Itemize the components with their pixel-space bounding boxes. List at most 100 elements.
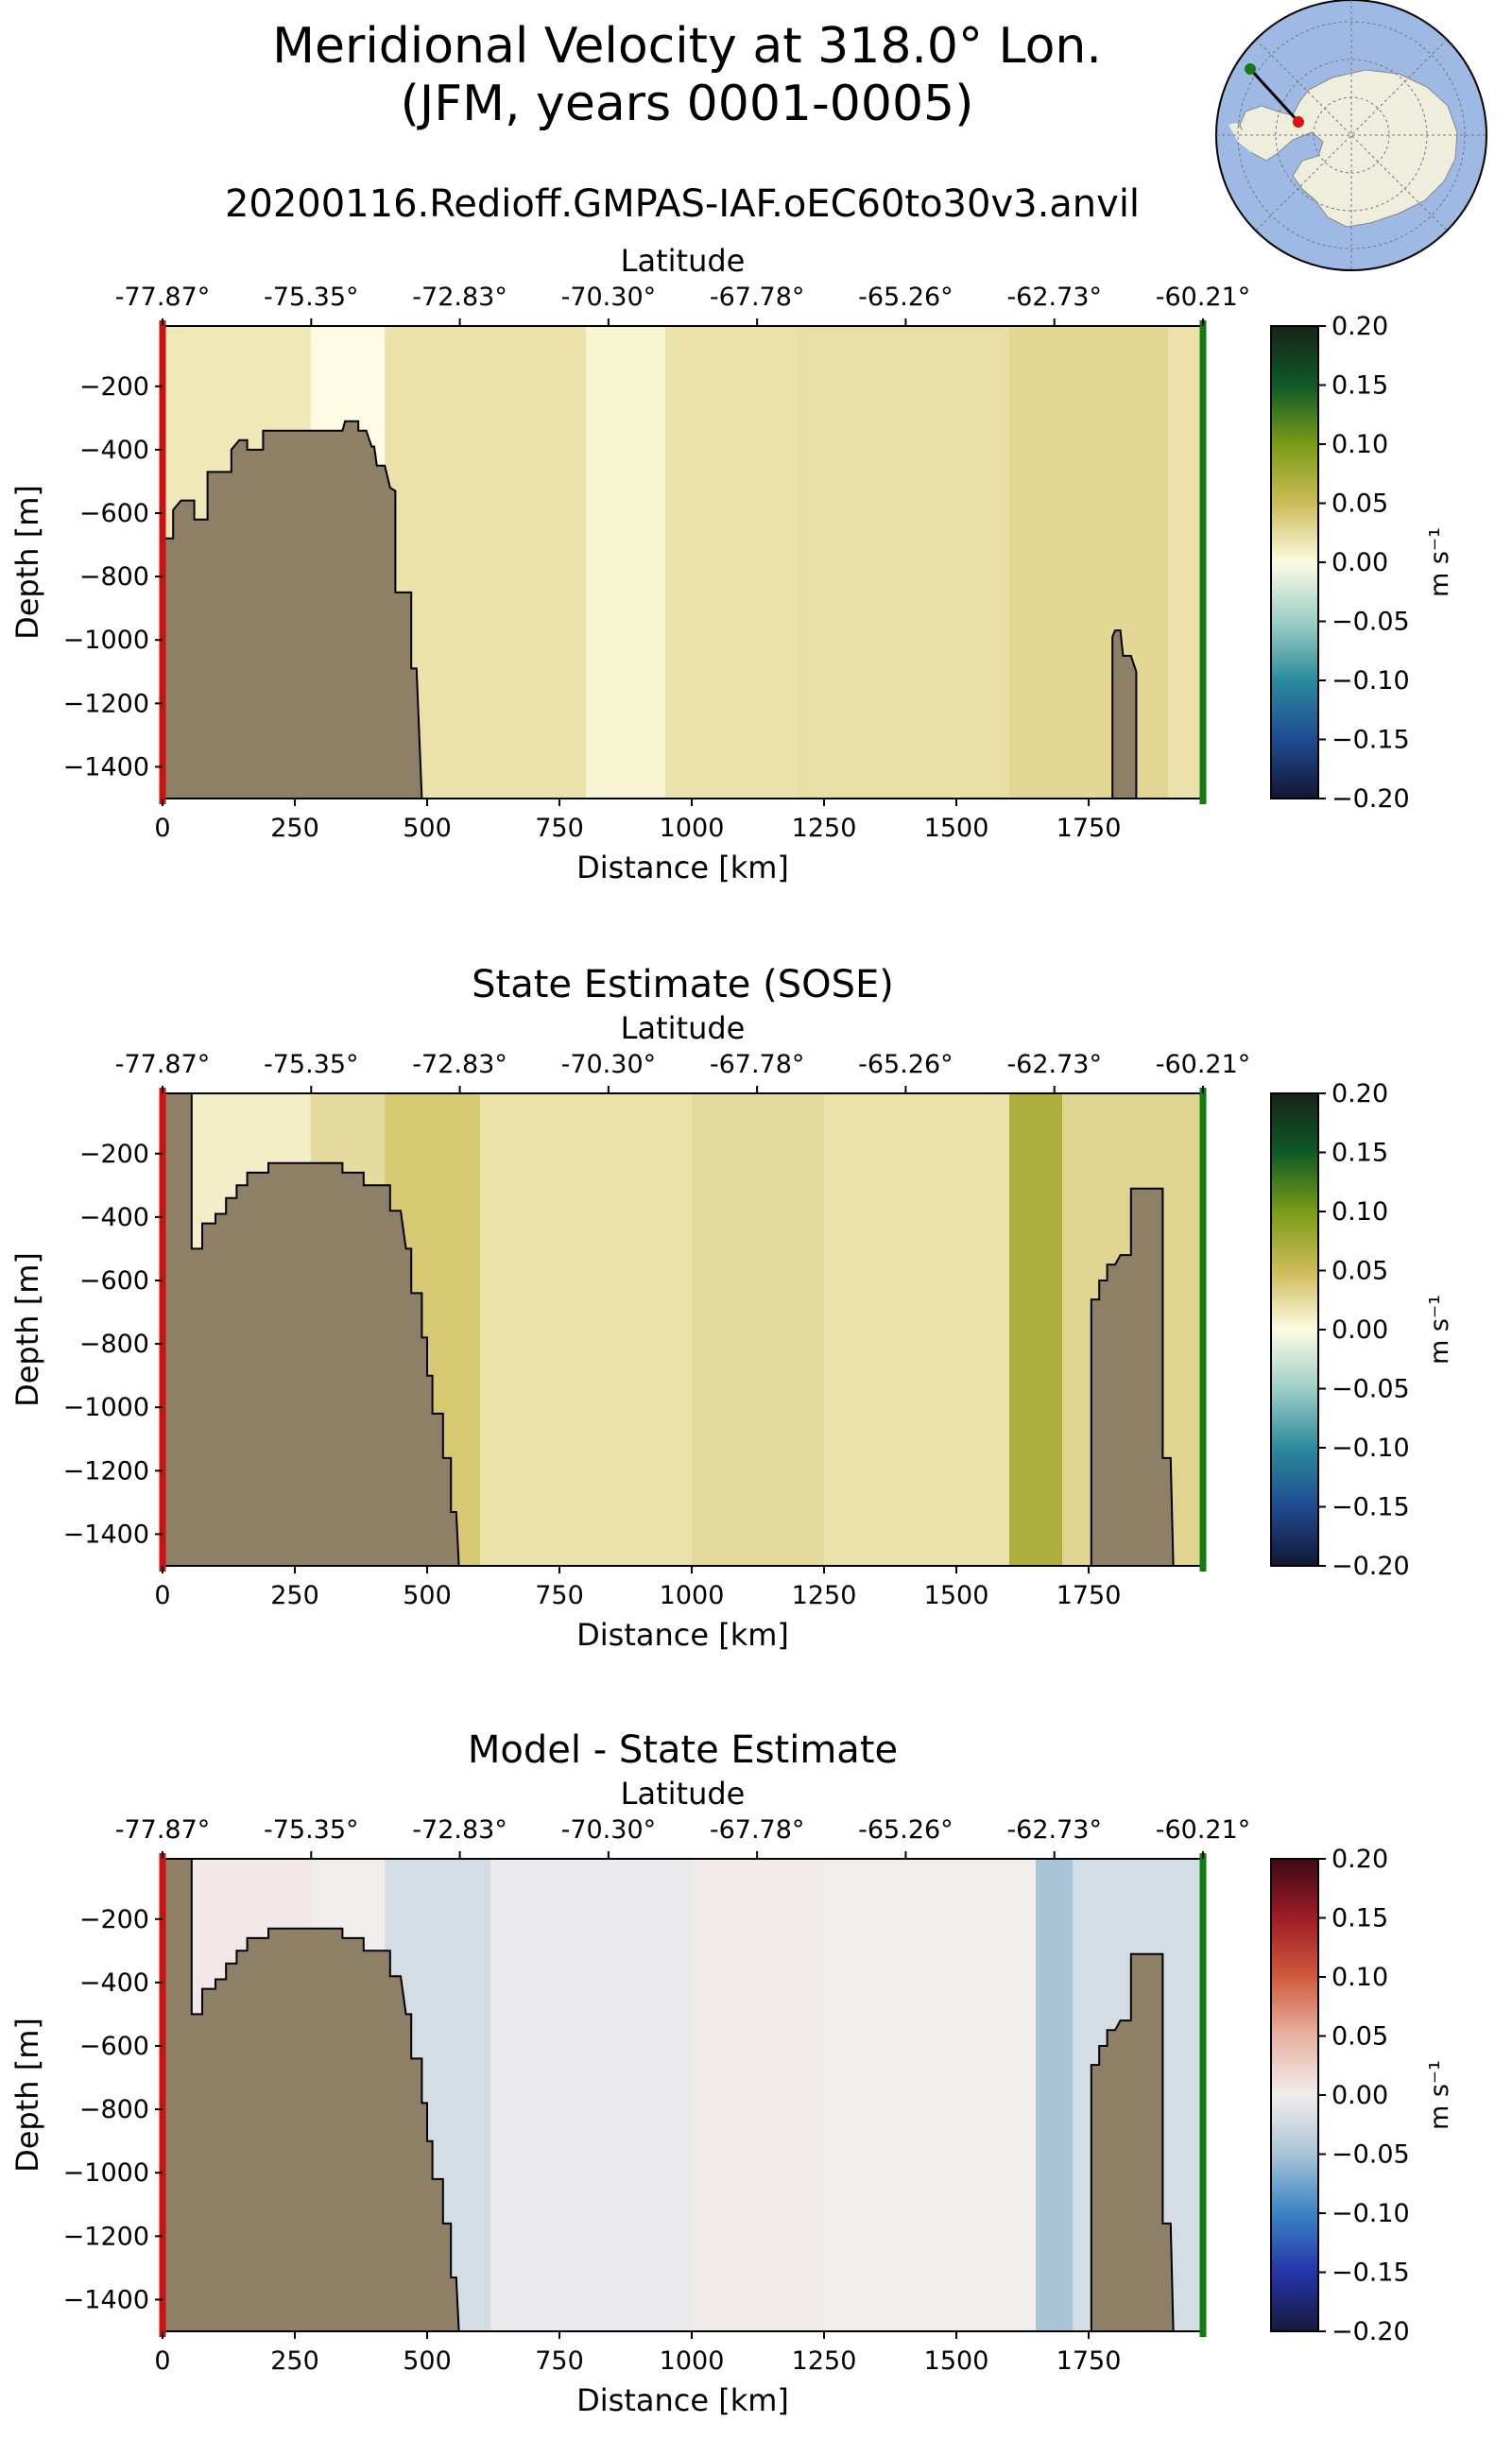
colorbar-tick-label: 0.00 <box>1332 2081 1388 2110</box>
bathymetry <box>162 1092 460 1567</box>
y-tick-label: −1400 <box>63 1520 149 1549</box>
y-tick-label: −800 <box>79 2095 149 2124</box>
y-tick-label: −400 <box>79 1968 149 1998</box>
bathymetry <box>162 1858 460 2332</box>
latitude-tick-label: -67.78° <box>710 283 805 312</box>
latitude-tick-label: -77.87° <box>115 1050 211 1079</box>
colorbar-label: m s⁻¹ <box>1425 1295 1454 1365</box>
colorbar-tick-label: 0.15 <box>1332 1904 1388 1933</box>
latitude-tick-label: -72.83° <box>412 1050 507 1079</box>
x-tick-label: 1250 <box>792 814 857 843</box>
latitude-tick-label: -62.73° <box>1006 1815 1102 1845</box>
latitude-tick-label: -75.35° <box>264 283 359 312</box>
latitude-axis-label: Latitude <box>621 1776 746 1812</box>
y-tick-label: −400 <box>79 436 149 465</box>
colorbar-tick-label: 0.00 <box>1332 548 1388 577</box>
y-tick-label: −600 <box>79 1266 149 1296</box>
latitude-tick-label: -72.83° <box>412 1815 507 1845</box>
latitude-axis-label: Latitude <box>621 1010 746 1046</box>
x-tick-label: 250 <box>270 814 319 843</box>
x-axis-label: Distance [km] <box>576 1617 789 1653</box>
y-tick-label: −1200 <box>63 1456 149 1486</box>
x-tick-label: 1000 <box>660 2346 725 2376</box>
x-tick-label: 0 <box>154 1581 170 1610</box>
latitude-tick-label: -75.35° <box>264 1815 359 1845</box>
field-band <box>490 1859 693 2331</box>
latitude-tick-label: -62.73° <box>1006 1050 1102 1079</box>
latitude-tick-label: -65.26° <box>858 283 954 312</box>
latitude-axis-label: Latitude <box>621 243 746 279</box>
inset-transect-line <box>1248 67 1300 124</box>
bathymetry <box>1090 1187 1175 1567</box>
x-tick-label: 750 <box>535 2346 584 2376</box>
x-axis-label: Distance [km] <box>576 2382 789 2418</box>
colorbar-label: m s⁻¹ <box>1425 527 1454 597</box>
latitude-tick-label: -62.73° <box>1006 283 1102 312</box>
x-tick-label: 1750 <box>1057 2346 1122 2376</box>
colorbar-tick-label: 0.10 <box>1332 430 1388 459</box>
colorbar-tick-label: 0.20 <box>1332 1079 1388 1108</box>
x-axis-label: Distance [km] <box>576 850 789 885</box>
latitude-tick-label: -67.78° <box>710 1815 805 1845</box>
colorbar-tick-label: 0.05 <box>1332 1257 1388 1286</box>
field-band <box>1009 326 1169 799</box>
x-tick-label: 1250 <box>792 2346 857 2376</box>
field-band <box>692 1093 825 1566</box>
inset-antarctica <box>1239 69 1458 228</box>
y-tick-label: −200 <box>79 1140 149 1169</box>
x-tick-label: 1500 <box>924 2346 989 2376</box>
x-tick-label: 500 <box>403 814 452 843</box>
colorbar: 0.20 0.15 0.10 0.05 0.00 −0.05 −0.10 −0.15 −0.20… <box>1270 1845 1454 2346</box>
figure-title-line1: Meridional Velocity at 318.0° Lon. <box>272 18 1102 75</box>
latitude-tick-label: -72.83° <box>412 283 507 312</box>
colorbar-tick-label: 0.15 <box>1332 1139 1388 1168</box>
latitude-tick-label: -65.26° <box>858 1050 954 1079</box>
x-tick-label: 1750 <box>1057 814 1122 843</box>
inset-transect-end <box>1245 63 1256 75</box>
y-axis-label: Depth [m] <box>9 485 45 640</box>
field-band <box>1168 326 1204 799</box>
x-tick-label: 0 <box>154 2346 170 2376</box>
field-band <box>824 1859 1037 2331</box>
colorbar-tick-label: 0.20 <box>1332 312 1388 341</box>
run-name: 20200116.Redioff.GMPAS-IAF.oEC60to30v3.a… <box>225 182 1140 226</box>
y-tick-label: −200 <box>79 1905 149 1934</box>
x-tick-label: 750 <box>535 814 584 843</box>
x-tick-label: 1500 <box>924 814 989 843</box>
colorbar-tick-label: −0.20 <box>1332 2317 1410 2346</box>
latitude-tick-label: -60.21° <box>1156 1815 1251 1845</box>
x-tick-label: 1250 <box>792 1581 857 1610</box>
colorbar-gradient <box>1270 1092 1319 1567</box>
colorbar-tick-label: −0.10 <box>1332 1434 1410 1463</box>
colorbar: 0.20 0.15 0.10 0.05 0.00 −0.05 −0.10 −0.15 −0.20… <box>1270 312 1454 814</box>
latitude-tick-label: -70.30° <box>561 283 657 312</box>
y-tick-label: −1000 <box>63 626 149 655</box>
panel-title: State Estimate (SOSE) <box>472 963 894 1006</box>
y-tick-label: −1200 <box>63 2222 149 2251</box>
y-axis-label: Depth [m] <box>9 1252 45 1407</box>
y-axis-label: Depth [m] <box>9 2018 45 2173</box>
colorbar-tick-label: −0.05 <box>1332 1375 1410 1404</box>
field-band <box>480 1093 693 1566</box>
colorbar-tick-label: −0.05 <box>1332 2140 1410 2170</box>
field-band <box>1009 1093 1063 1566</box>
latitude-tick-label: -75.35° <box>264 1050 359 1079</box>
y-tick-label: −1400 <box>63 2285 149 2314</box>
latitude-tick-label: -60.21° <box>1156 283 1251 312</box>
inset-transect-start <box>1293 116 1304 128</box>
colorbar-tick-label: −0.15 <box>1332 2259 1410 2288</box>
y-tick-label: −600 <box>79 2032 149 2061</box>
colorbar-tick-label: 0.15 <box>1332 371 1388 401</box>
x-tick-label: 250 <box>270 1581 319 1610</box>
panel-title: Model - State Estimate <box>468 1728 898 1772</box>
colorbar-tick-label: 0.00 <box>1332 1315 1388 1345</box>
y-tick-label: −1000 <box>63 2158 149 2188</box>
y-tick-label: −1200 <box>63 689 149 718</box>
panel-1: 0 250 500 750 1000 1250 1500 1750 Distance [km] −… <box>9 243 1454 885</box>
colorbar-tick-label: −0.10 <box>1332 2199 1410 2228</box>
inset-polar-map <box>1215 0 1487 271</box>
x-tick-label: 1000 <box>660 814 725 843</box>
colorbar-tick-label: −0.15 <box>1332 726 1410 755</box>
x-tick-label: 500 <box>403 1581 452 1610</box>
x-tick-label: 0 <box>154 814 170 843</box>
